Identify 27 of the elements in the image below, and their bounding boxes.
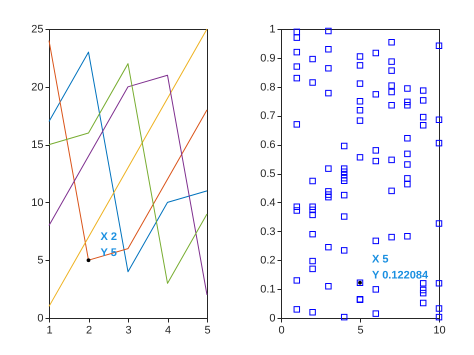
- y-tick-label: 0.8: [260, 81, 276, 94]
- y-tick-label: 10: [31, 196, 44, 209]
- x-tick-label: 2: [86, 324, 92, 336]
- y-tick-label: 20: [31, 81, 44, 94]
- x-tick-label: 5: [204, 324, 211, 336]
- x-tick-label: 1: [46, 324, 53, 336]
- x-tick-label: 5: [357, 324, 364, 336]
- y-tick-label: 25: [31, 24, 44, 36]
- y-tick-label: 0.9: [260, 52, 276, 64]
- x-tick-label: 4: [164, 324, 172, 336]
- x-tick-label: 10: [433, 324, 446, 336]
- line-series: [48, 28, 208, 307]
- y-tick-label: 0.2: [260, 254, 276, 267]
- y-tick-label: 0.7: [260, 110, 276, 122]
- y-tick-label: 0.1: [260, 284, 276, 296]
- y-tick-label: 1: [269, 24, 276, 36]
- x-tick-label: 3: [125, 324, 132, 336]
- y-tick-label: 5: [37, 254, 44, 267]
- y-tick-label: 0.6: [260, 139, 276, 152]
- x-tick-label: 0: [278, 324, 285, 336]
- y-tick-label: 0.4: [260, 196, 276, 209]
- y-tick-label: 0: [269, 312, 276, 324]
- y-tick-label: 15: [31, 139, 44, 152]
- y-tick-label: 0.3: [260, 226, 276, 238]
- y-tick-label: 0: [37, 312, 44, 324]
- annotation: X 5 Y 0.122084: [372, 254, 429, 282]
- y-tick-label: 0.5: [260, 168, 276, 180]
